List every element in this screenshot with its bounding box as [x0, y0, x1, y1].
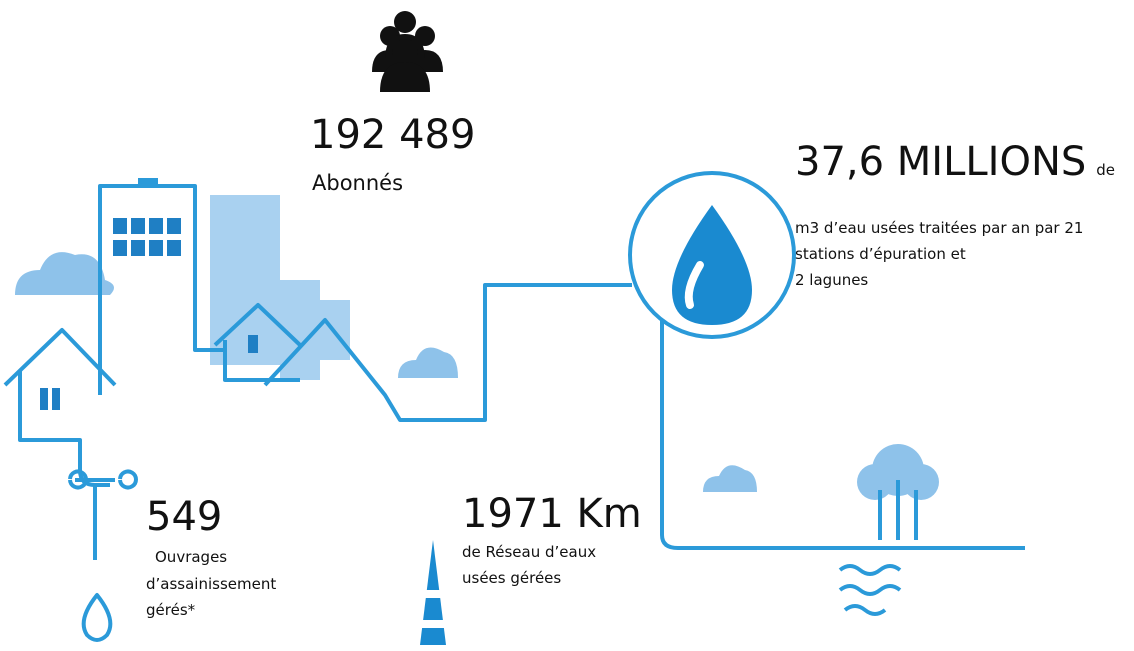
stat-label: usées gérées: [462, 569, 561, 587]
stat-label: gérés*: [146, 601, 196, 619]
infographic: 192 489 Abonnés 37,6 MILLIONS de m3 d’eau…: [0, 0, 1134, 651]
stat-suffix: de: [1096, 161, 1115, 179]
stat-value: 549: [146, 494, 222, 540]
stat-label: d’assainissement: [146, 575, 276, 593]
stat-value: 37,6 MILLIONS de: [795, 139, 1115, 185]
stat-value: 192 489: [310, 112, 475, 158]
stat-value: 1971 Km: [462, 491, 642, 537]
stat-value: 37,6 MILLIONS: [795, 139, 1086, 185]
stat-label: 2 lagunes: [795, 271, 868, 289]
people-icon: [372, 11, 443, 92]
stat-label: de Réseau d’eaux: [462, 543, 596, 561]
stat-label: stations d’épuration et: [795, 245, 966, 263]
stat-label: m3 d’eau usées traitées par an par 21: [795, 219, 1083, 237]
stat-label: Ouvrages: [155, 548, 227, 566]
stat-label: Abonnés: [312, 171, 403, 195]
